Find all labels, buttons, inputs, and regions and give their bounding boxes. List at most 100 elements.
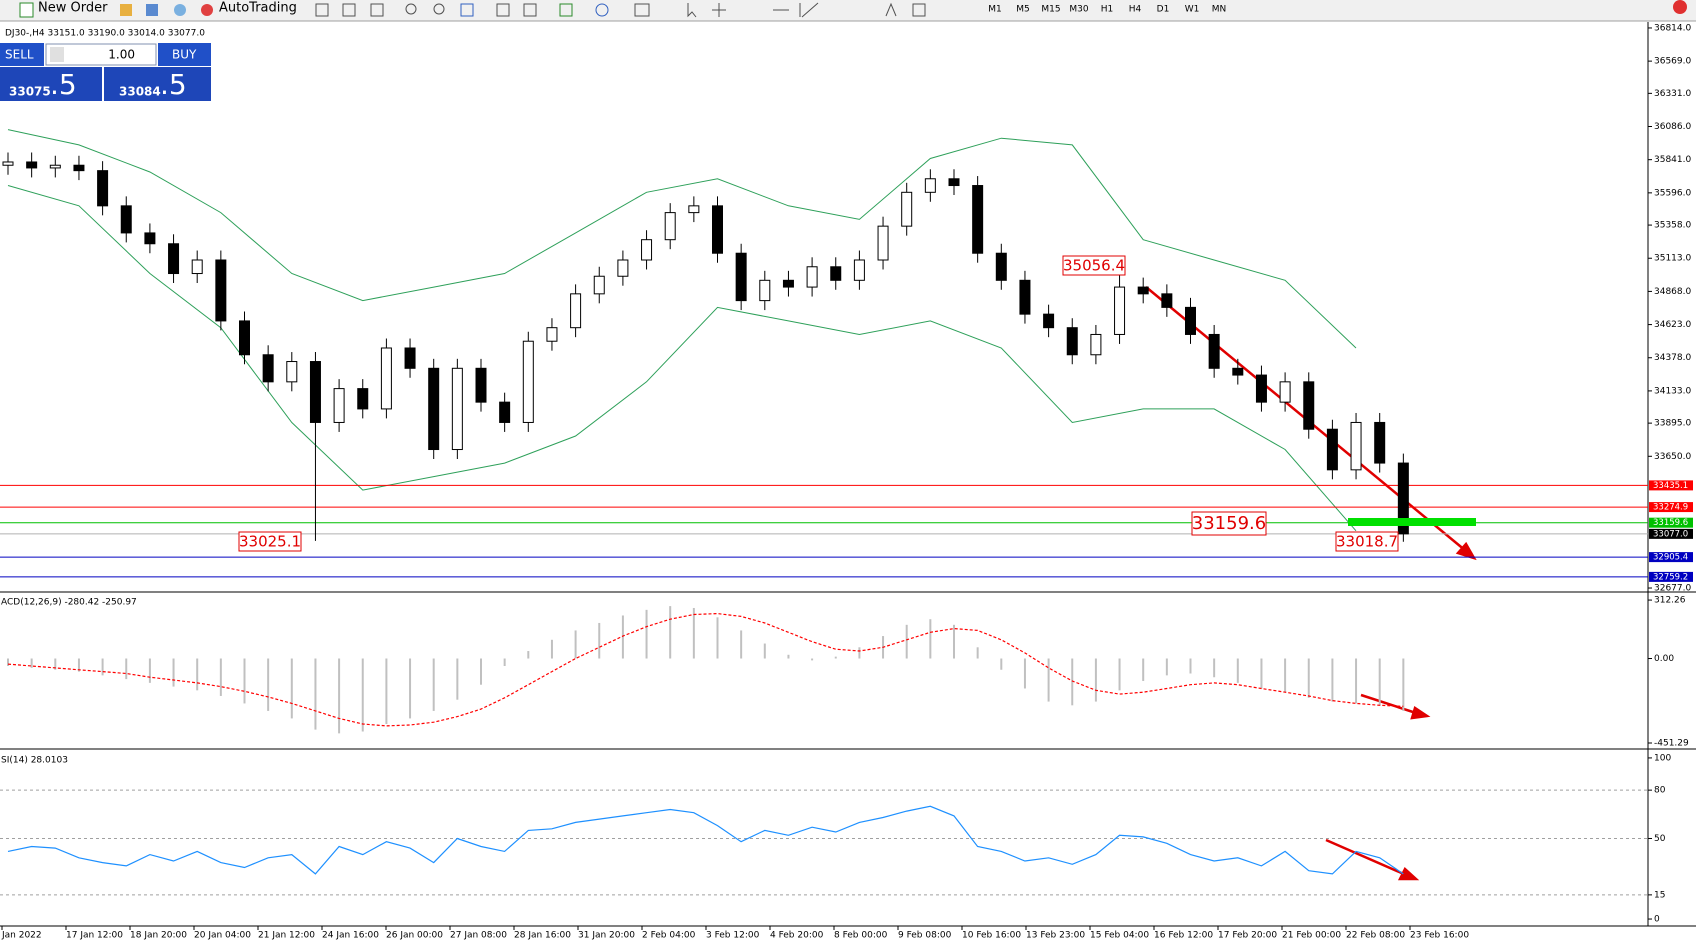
lot-spinner[interactable]: [50, 47, 64, 62]
candle-body: [1185, 306, 1196, 335]
autotrading-button[interactable]: AutoTrading: [219, 1, 297, 16]
label-tool[interactable]: [912, 3, 926, 17]
y-tick-label: 32677.0: [1654, 584, 1691, 594]
toolbar-icon[interactable]: [120, 4, 132, 16]
candle-body: [735, 252, 747, 302]
ask-pips[interactable]: .5: [160, 68, 187, 101]
y-tick-label: 35358.0: [1654, 221, 1691, 231]
candle-body: [688, 205, 700, 214]
candle-body: [546, 327, 558, 342]
timeframe-button[interactable]: M5: [1016, 5, 1030, 15]
level-label-box: [1649, 552, 1693, 563]
candle-body: [1019, 279, 1031, 315]
x-tick-label: 15 Feb 04:00: [1090, 931, 1149, 941]
price-annotation: 33025.1: [239, 533, 301, 551]
y-tick-label: 33895.0: [1654, 419, 1691, 429]
candle-body: [451, 367, 463, 451]
timeframe-button[interactable]: D1: [1157, 5, 1170, 15]
x-tick-label: 10 Feb 16:00: [962, 931, 1021, 941]
text-tool[interactable]: [885, 2, 897, 17]
tool-icon[interactable]: [460, 3, 474, 17]
candle-body: [972, 185, 984, 254]
candle-body: [333, 388, 345, 423]
timeframe-button[interactable]: M1: [988, 5, 1002, 15]
symbol-info: DJ30-,H4 33151.0 33190.0 33014.0 33077.0: [5, 29, 205, 39]
macd-signal: [7, 612, 1404, 727]
x-tick-label: 21 Feb 00:00: [1282, 931, 1341, 941]
price-annotation: 33159.6: [1192, 513, 1266, 534]
sell-button[interactable]: [0, 43, 44, 66]
autotrading-icon[interactable]: [201, 4, 213, 16]
buy-button[interactable]: [158, 43, 211, 66]
timeframe-button[interactable]: MN: [1212, 5, 1227, 15]
lot-field[interactable]: [45, 43, 157, 66]
timeframe-button[interactable]: H4: [1129, 5, 1142, 15]
buy-label[interactable]: BUY: [172, 48, 197, 62]
y-tick-label: 35113.0: [1654, 254, 1691, 264]
x-tick-label: Jan 2022: [1, 931, 42, 941]
new-order-button[interactable]: New Order: [38, 1, 108, 16]
toolbar-icon[interactable]: [174, 4, 186, 16]
x-tick-label: 31 Jan 20:00: [578, 931, 635, 941]
candle-body: [144, 232, 156, 245]
x-tick-label: 3 Feb 12:00: [706, 931, 760, 941]
ask-box[interactable]: [104, 67, 211, 101]
trendline-tool[interactable]: [801, 2, 819, 18]
timeframe-button[interactable]: M30: [1069, 5, 1088, 15]
timeframe-button[interactable]: M15: [1041, 5, 1060, 15]
tool-icon[interactable]: [634, 3, 650, 17]
zoom-in[interactable]: [405, 3, 417, 15]
tool-icon[interactable]: [370, 3, 384, 17]
tool-icon[interactable]: [595, 3, 609, 17]
timeframe-button[interactable]: H1: [1101, 5, 1114, 15]
candle-body: [49, 164, 61, 169]
tool-icon[interactable]: [342, 3, 356, 17]
candle-body: [1397, 462, 1409, 535]
candle-body: [215, 259, 227, 322]
candle-body: [380, 347, 392, 410]
cursor-tool[interactable]: [687, 3, 697, 18]
x-tick-label: 27 Jan 08:00: [450, 931, 507, 941]
tool-icon[interactable]: [559, 3, 573, 17]
zoom-out[interactable]: [433, 3, 445, 15]
tool-icon[interactable]: [315, 3, 329, 17]
timeframe-button[interactable]: W1: [1185, 5, 1200, 15]
new-order-icon[interactable]: [19, 2, 34, 18]
price-annotation-box: [238, 531, 302, 552]
price-annotation: 33018.7: [1336, 533, 1398, 551]
bid-box[interactable]: [0, 67, 102, 101]
y-tick-label: 36331.0: [1654, 89, 1691, 99]
y-tick-label: 0: [1654, 915, 1660, 925]
x-tick-label: 20 Jan 04:00: [194, 931, 251, 941]
price-annotation-box: [1335, 531, 1399, 552]
x-tick-label: 18 Jan 20:00: [130, 931, 187, 941]
tool-icon[interactable]: [496, 3, 510, 17]
candle-body: [1326, 428, 1338, 471]
y-tick-label: 0.00: [1654, 654, 1674, 664]
level-label: 33274.9: [1653, 503, 1688, 513]
x-tick-label: 23 Feb 16:00: [1410, 931, 1469, 941]
tool-icon[interactable]: [523, 3, 537, 17]
candle-body: [877, 225, 889, 261]
candle-body: [168, 243, 180, 275]
sell-label[interactable]: SELL: [5, 48, 34, 62]
alert-badge: [1673, 0, 1687, 14]
candle-body: [120, 205, 132, 234]
candle-body: [286, 361, 298, 383]
y-tick-label: 312.26: [1654, 596, 1686, 606]
crosshair-tool[interactable]: [712, 3, 726, 17]
ask-price[interactable]: 33084: [119, 85, 161, 99]
x-tick-label: 13 Feb 23:00: [1026, 931, 1085, 941]
x-tick-label: 24 Jan 16:00: [322, 931, 379, 941]
candle-body: [1374, 421, 1386, 464]
lot-value[interactable]: 1.00: [108, 48, 135, 62]
candle-body: [948, 178, 960, 187]
rsi-line: [7, 805, 1404, 875]
bid-pips[interactable]: .5: [50, 68, 77, 101]
x-tick-label: 26 Jan 00:00: [386, 931, 443, 941]
toolbar-icon[interactable]: [146, 4, 158, 16]
bid-price[interactable]: 33075: [9, 85, 51, 99]
candle-body: [570, 293, 582, 329]
x-tick-label: 16 Feb 12:00: [1154, 931, 1213, 941]
